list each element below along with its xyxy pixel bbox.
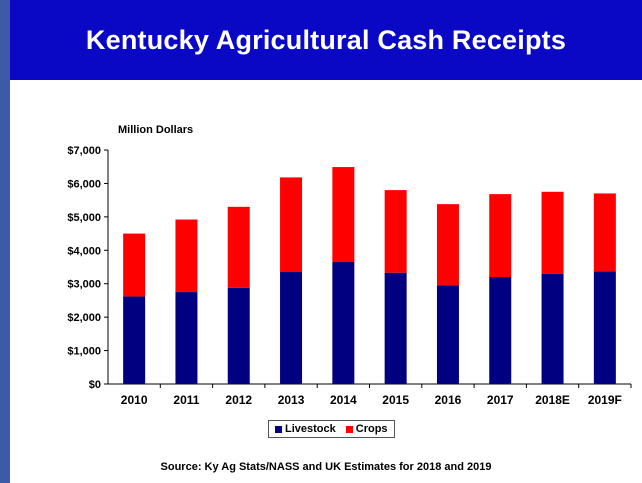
y-tick-label: $7,000	[67, 145, 101, 157]
x-tick-label: 2010	[121, 393, 148, 407]
x-tick-label: 2017	[487, 393, 514, 407]
x-tick-label: 2019F	[588, 393, 622, 407]
crops-swatch	[345, 425, 353, 433]
y-tick-label: $5,000	[67, 212, 101, 224]
bar-livestock-2010	[123, 296, 146, 384]
bar-livestock-2013	[280, 272, 303, 384]
bar-crops-2015	[384, 190, 407, 273]
x-tick-label: 2015	[382, 393, 409, 407]
bar-livestock-2012	[227, 287, 250, 384]
livestock-swatch	[275, 425, 282, 433]
y-tick-label: $3,000	[67, 279, 101, 291]
bar-crops-2010	[123, 233, 146, 297]
x-tick-label: 2013	[278, 393, 305, 407]
bar-crops-2017	[489, 194, 512, 278]
bar-livestock-2018E	[541, 273, 564, 384]
page-title: Kentucky Agricultural Cash Receipts	[85, 24, 567, 55]
bar-crops-2018E	[541, 191, 564, 274]
bar-crops-2011	[175, 219, 198, 293]
y-axis-title: Million Dollars	[118, 124, 193, 136]
bar-livestock-2015	[384, 272, 407, 384]
x-tick-label: 2018E	[535, 393, 570, 407]
x-tick-label: 2012	[225, 393, 252, 407]
bar-livestock-2011	[175, 292, 198, 384]
y-tick-label: $4,000	[67, 245, 101, 257]
bar-livestock-2016	[436, 285, 459, 384]
legend-label-crops: Crops	[355, 423, 388, 435]
bar-crops-2016	[436, 204, 459, 286]
bar-livestock-2017	[489, 277, 512, 384]
source-note: Source: Ky Ag Stats/NASS and UK Estimate…	[160, 461, 492, 473]
legend-label-livestock: Livestock	[285, 423, 336, 435]
x-tick-label: 2011	[173, 393, 199, 407]
bar-crops-2012	[227, 206, 250, 288]
chart-legend: Livestock Crops	[268, 420, 395, 438]
y-tick-label: $6,000	[67, 178, 101, 190]
bar-livestock-2014	[332, 261, 355, 384]
bar-crops-2019F	[593, 193, 616, 272]
legend-item-crops: Crops	[345, 423, 388, 435]
stacked-bar-chart: Million Dollars $0 $1,000 $2,000 $3,000 $4,00…	[67, 124, 632, 407]
bar-crops-2013	[280, 177, 303, 273]
y-tick-label: $0	[89, 379, 101, 391]
title-bar: Kentucky Agricultural Cash Receipts	[10, 0, 642, 80]
bar-crops-2014	[332, 167, 355, 262]
legend-item-livestock: Livestock	[275, 423, 336, 435]
x-tick-label: 2014	[330, 393, 357, 407]
y-tick-label: $2,000	[67, 312, 101, 324]
chart-area: Million Dollars $0 $1,000 $2,000 $3,000 $4,00…	[13, 100, 639, 450]
y-tick-label: $1,000	[67, 346, 101, 358]
x-tick-label: 2016	[435, 393, 462, 407]
bar-livestock-2019F	[593, 271, 616, 384]
